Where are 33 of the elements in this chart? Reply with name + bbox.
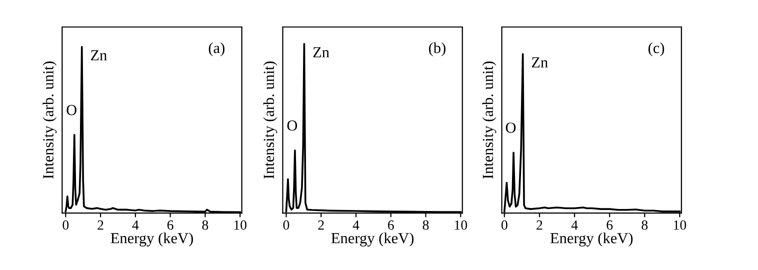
x-tick-label: 6: [388, 220, 394, 230]
annotation: Zn: [532, 57, 548, 68]
x-axis-title: Energy (keV): [110, 232, 193, 246]
x-tick-label: 8: [642, 220, 648, 230]
x-tick-label: 0: [62, 220, 69, 230]
x-tick-label: 8: [422, 220, 429, 230]
x-tick-label: 10: [674, 220, 686, 230]
x-tick-label: 0: [283, 220, 290, 230]
y-axis-title: Intensity (arb. unit): [42, 62, 57, 179]
x-tick-label: 10: [234, 220, 246, 230]
annotation: O: [506, 122, 516, 133]
annotation: O: [287, 120, 298, 131]
annotation: (c): [648, 42, 664, 56]
annotation: (a): [208, 42, 224, 56]
x-tick-label: 10: [454, 220, 468, 230]
y-axis-title: Intensity (arb. unit): [482, 62, 496, 179]
x-tick-label: 4: [571, 220, 578, 230]
x-axis-title: Energy (keV): [331, 232, 414, 246]
y-axis-title: Intensity (arb. unit): [263, 62, 278, 179]
x-tick-label: 4: [132, 220, 139, 230]
annotation: (b): [428, 42, 446, 56]
x-tick-label: 8: [202, 220, 208, 230]
x-tick-label: 0: [501, 220, 508, 230]
x-tick-label: 2: [98, 220, 104, 230]
annotation: Zn: [313, 47, 330, 58]
x-tick-label: 4: [352, 220, 360, 230]
annotation: Zn: [90, 50, 107, 60]
x-axis-title: Energy (keV): [550, 232, 633, 246]
annotation: O: [66, 104, 76, 116]
x-tick-label: 6: [606, 220, 613, 230]
x-tick-label: 6: [167, 220, 174, 230]
x-tick-label: 2: [318, 220, 324, 230]
x-tick-label: 2: [536, 220, 542, 230]
